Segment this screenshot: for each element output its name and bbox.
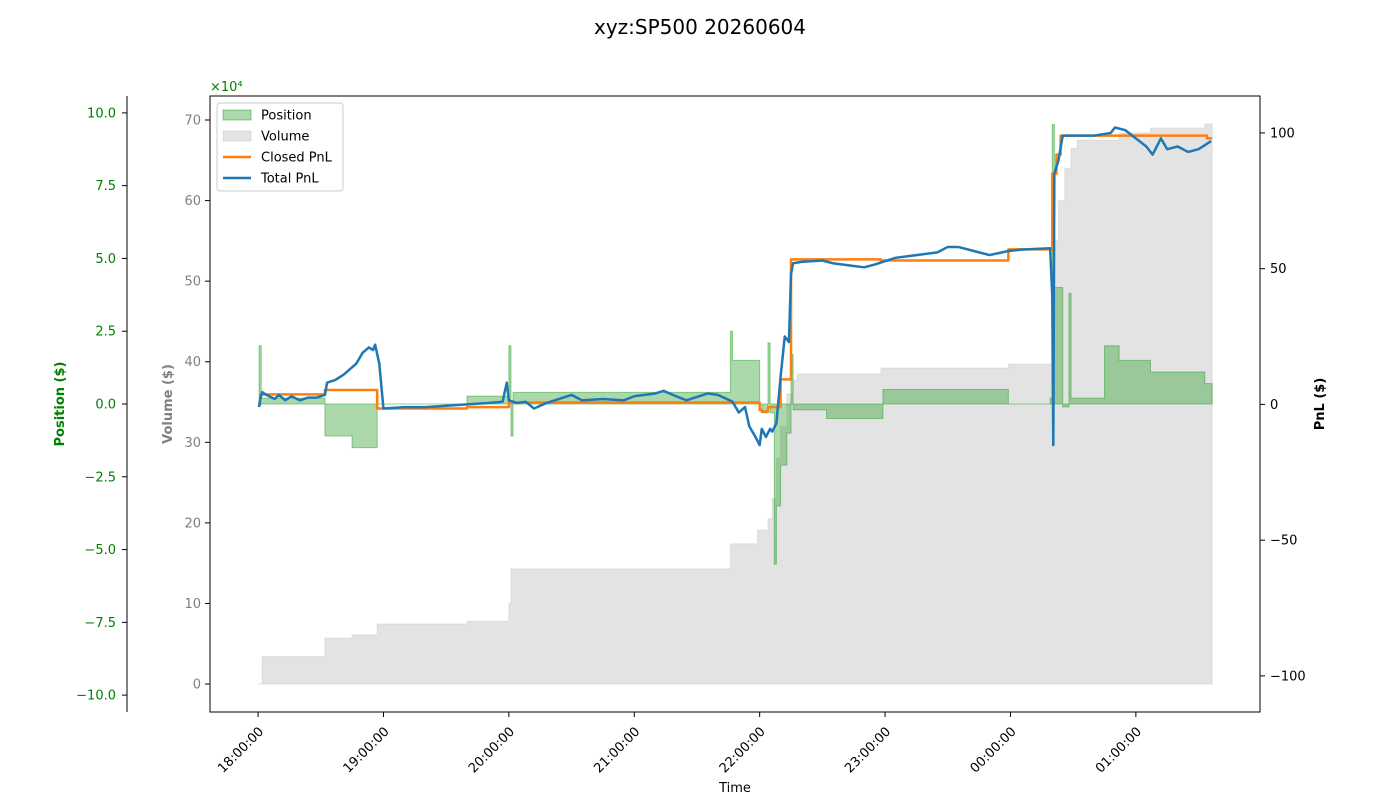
y3-tick-label: 5.0	[95, 252, 116, 267]
legend-label: Position	[261, 109, 312, 124]
y3-tick-label: −7.5	[84, 616, 116, 631]
y-tick-label: 10	[184, 597, 201, 612]
x-tick-label: 01:00:00	[1093, 724, 1145, 776]
y2-tick-label: −100	[1270, 669, 1306, 684]
x-tick-label: 18:00:00	[215, 724, 267, 776]
legend-box	[216, 102, 344, 192]
y-tick-label: 0	[193, 678, 201, 693]
y3-tick-label: 2.5	[95, 325, 116, 340]
y3-axis-label: Position ($)	[53, 362, 68, 447]
y-tick-label: 20	[184, 516, 201, 531]
y-axis-label: Volume ($)	[161, 364, 176, 444]
x-axis-label: Time	[718, 781, 751, 796]
x-tick-label: 19:00:00	[341, 724, 393, 776]
x-tick-label: 21:00:00	[591, 724, 643, 776]
y3-tick-label: 7.5	[95, 179, 116, 194]
y-tick-label: 60	[184, 194, 201, 209]
x-tick-label: 23:00:00	[842, 724, 894, 776]
x-tick-label: 22:00:00	[717, 724, 769, 776]
y-tick-label: 70	[184, 114, 201, 129]
y-tick-label: 30	[184, 436, 201, 451]
y3-tick-label: 10.0	[87, 106, 116, 121]
y-tick-label: 50	[184, 275, 201, 290]
x-tick-label: 20:00:00	[466, 724, 518, 776]
area	[258, 124, 1213, 565]
chart-title: xyz:SP500 20260604	[594, 15, 806, 39]
y3-tick-label: 0.0	[95, 398, 116, 413]
y2-tick-label: −50	[1270, 534, 1297, 549]
y2-tick-label: 50	[1270, 262, 1287, 277]
y3-tick-label: −2.5	[84, 470, 116, 485]
y-tick-label: 40	[184, 355, 201, 370]
y3-tick-label: −5.0	[84, 543, 116, 558]
y3-tick-label: −10.0	[76, 689, 116, 704]
legend-swatch	[222, 109, 252, 121]
legend-swatch	[222, 130, 252, 142]
legend-label: Closed PnL	[261, 151, 333, 166]
legend-label: Volume	[261, 130, 309, 145]
y2-tick-label: 100	[1270, 126, 1295, 141]
area	[258, 123, 1213, 685]
y2-axis-label: PnL ($)	[1313, 378, 1328, 431]
line	[257, 126, 1212, 447]
x-tick-label: 00:00:00	[968, 724, 1020, 776]
legend-label: Total PnL	[260, 172, 319, 187]
y-offset-label: ×10⁴	[210, 80, 243, 95]
y2-tick-label: 0	[1270, 398, 1278, 413]
